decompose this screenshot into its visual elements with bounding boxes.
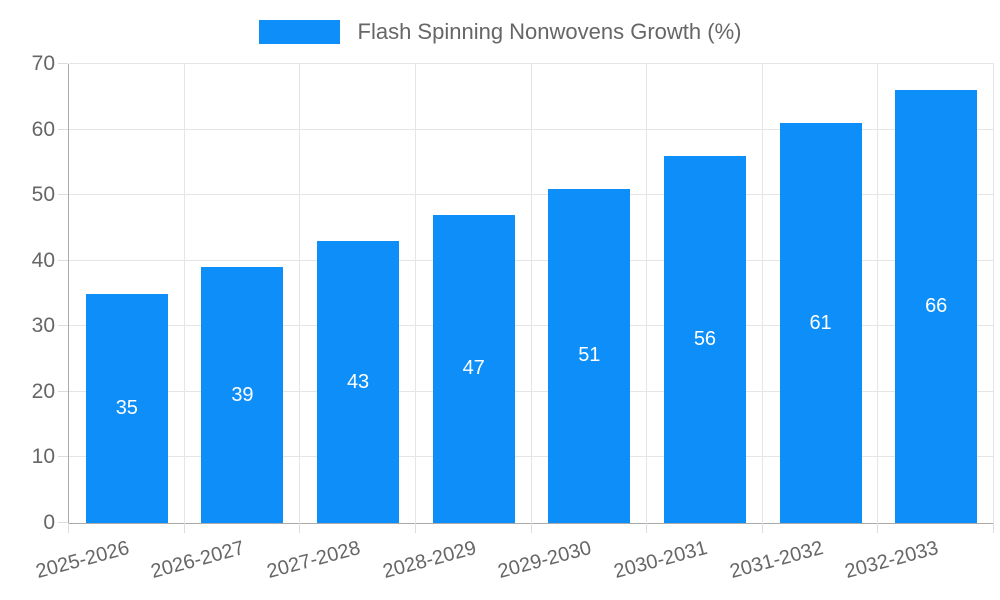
- bar-value-label: 47: [462, 357, 485, 380]
- x-axis-tick-label: 2026-2027: [149, 537, 248, 584]
- bar-2027-2028[interactable]: 43: [317, 241, 400, 523]
- x-tick-mark: [646, 523, 647, 533]
- v-gridline: [415, 64, 416, 523]
- y-tick-mark: [58, 194, 68, 196]
- y-tick-mark: [58, 325, 68, 327]
- legend: Flash Spinning Nonwovens Growth (%): [0, 18, 1000, 46]
- y-tick-mark: [58, 63, 68, 64]
- y-axis-tick-label: 10: [31, 445, 55, 469]
- y-axis-tick-label: 70: [31, 52, 55, 75]
- bar-value-label: 35: [115, 396, 138, 419]
- bar-2026-2027[interactable]: 39: [201, 267, 284, 523]
- x-axis-tick-label: 2029-2030: [495, 537, 595, 584]
- y-tick-mark: [58, 522, 68, 523]
- v-gridline: [646, 64, 647, 523]
- v-gridline: [993, 64, 994, 523]
- bar-2031-2032[interactable]: 61: [779, 123, 862, 523]
- x-tick-mark: [299, 523, 300, 533]
- y-tick-mark: [58, 456, 68, 458]
- x-tick-mark: [877, 523, 878, 533]
- x-tick-mark: [993, 523, 994, 533]
- bar-2030-2031[interactable]: 56: [663, 155, 746, 523]
- y-axis-tick-label: 40: [31, 248, 55, 272]
- chart-title[interactable]: Flash Spinning Nonwovens Growth (%): [357, 19, 742, 44]
- bar-value-label: 66: [925, 295, 948, 318]
- bar-2028-2029[interactable]: 47: [432, 214, 515, 523]
- h-gridline: [69, 63, 994, 64]
- v-gridline: [877, 64, 878, 523]
- v-gridline: [762, 64, 763, 523]
- bar-value-label: 39: [231, 383, 254, 406]
- y-axis-tick-label: 50: [31, 183, 55, 207]
- x-tick-mark: [184, 523, 185, 533]
- v-gridline: [184, 64, 185, 523]
- bar-value-label: 51: [578, 344, 601, 367]
- v-gridline: [531, 64, 532, 523]
- x-tick-mark: [762, 523, 763, 533]
- x-axis-tick-label: 2031-2032: [727, 537, 826, 584]
- x-tick-mark: [531, 523, 532, 533]
- bar-2032-2033[interactable]: 66: [895, 90, 978, 523]
- y-axis-tick-label: 30: [31, 314, 55, 338]
- bar-2025-2026[interactable]: 35: [85, 293, 168, 523]
- y-axis-tick-label: 0: [43, 511, 55, 534]
- x-axis-tick-label: 2028-2029: [380, 537, 479, 584]
- y-tick-mark: [58, 128, 68, 130]
- bar-2029-2030[interactable]: 51: [548, 188, 631, 523]
- bar-value-label: 43: [346, 370, 370, 393]
- y-axis-tick-label: 20: [31, 379, 55, 403]
- bar-value-label: 56: [693, 327, 717, 350]
- x-axis-tick-label: 2025-2026: [33, 537, 132, 584]
- x-axis-tick-label: 2030-2031: [611, 537, 710, 584]
- y-axis-tick-label: 60: [31, 117, 55, 141]
- x-axis-tick-label: 2027-2028: [264, 537, 363, 584]
- y-tick-mark: [58, 259, 68, 261]
- legend-swatch[interactable]: [258, 20, 340, 44]
- x-tick-mark: [68, 523, 69, 533]
- v-gridline: [299, 64, 300, 523]
- bar-value-label: 61: [809, 311, 832, 334]
- plot-area: 35 39 43 47 51 56 61 66: [58, 63, 994, 533]
- y-tick-mark: [58, 390, 68, 392]
- x-tick-mark: [415, 523, 416, 533]
- x-axis-tick-label: 2032-2033: [842, 537, 941, 584]
